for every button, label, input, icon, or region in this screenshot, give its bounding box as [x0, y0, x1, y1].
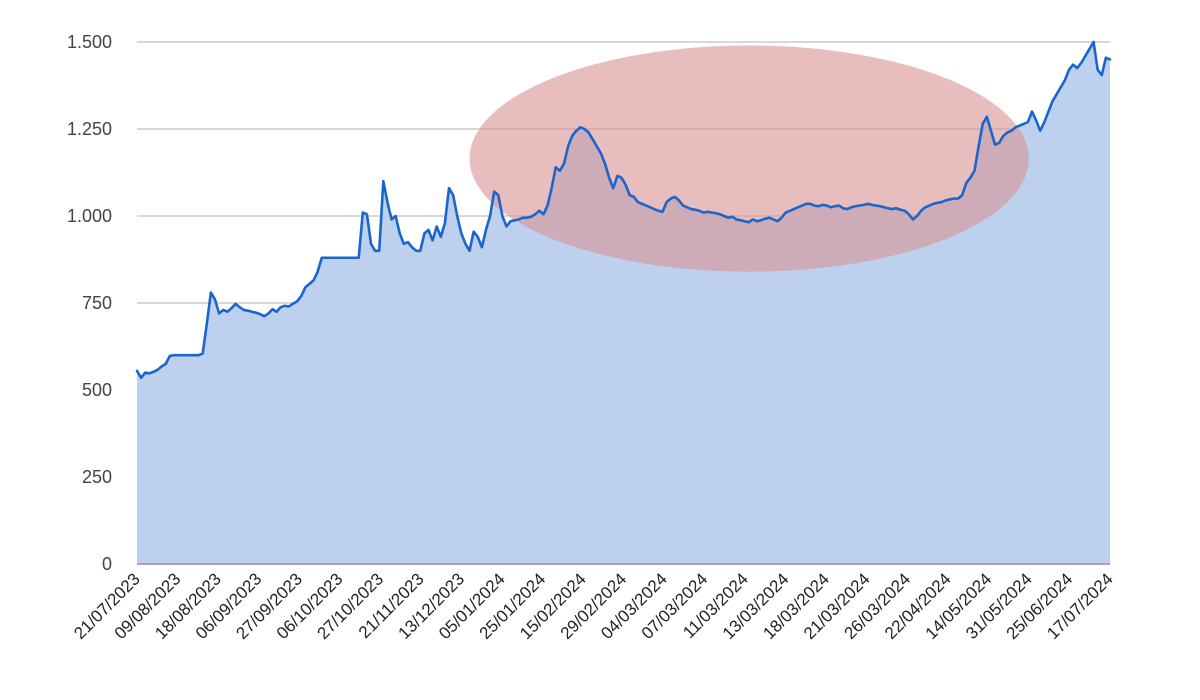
series-area: [137, 42, 1110, 564]
y-tick-label: 0: [102, 554, 112, 574]
series-line-path: [135, 40, 1112, 380]
y-axis: 0 250 500 750 1.000 1.250 1.500: [67, 32, 112, 574]
y-tick-label: 1.500: [67, 32, 112, 52]
y-tick-label: 1.000: [67, 206, 112, 226]
highlight-ellipse: [469, 45, 1029, 272]
x-axis: 21/07/202309/08/202318/08/202306/09/2023…: [70, 563, 1117, 643]
y-tick-label: 500: [82, 380, 112, 400]
area-fill: [137, 42, 1110, 564]
y-tick-label: 250: [82, 467, 112, 487]
y-tick-label: 750: [82, 293, 112, 313]
series-line: [135, 40, 1112, 380]
y-tick-label: 1.250: [67, 119, 112, 139]
highlight-overlay: [469, 45, 1029, 272]
